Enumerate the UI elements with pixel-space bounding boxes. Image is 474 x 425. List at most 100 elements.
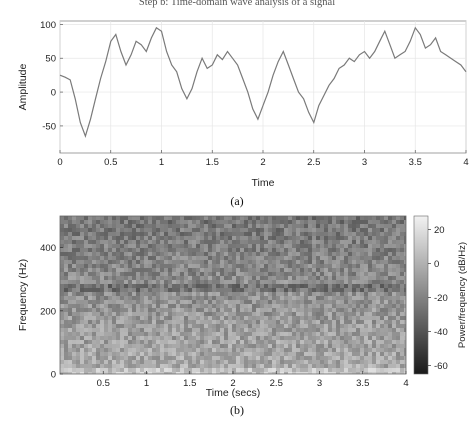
spectrogram-cell [164, 220, 168, 224]
spectrogram-cell [368, 236, 372, 240]
spectrogram-cell [260, 372, 264, 374]
spectrogram-cell [124, 276, 128, 280]
spectrogram-cell [220, 308, 224, 312]
spectrogram-cell [312, 344, 316, 348]
spectrogram-cell [64, 352, 68, 356]
spectrogram-cell [120, 272, 124, 276]
spectrogram-cell [228, 236, 232, 240]
spectrogram-cell [376, 364, 380, 368]
spectrogram-cell [132, 352, 136, 356]
spectrogram-cell [392, 280, 396, 284]
spectrogram-cell [404, 256, 406, 260]
spectrogram-cell [192, 356, 196, 360]
spectrogram-cell [92, 352, 96, 356]
spectrogram-cell [376, 344, 380, 348]
spectrogram-cell [388, 224, 392, 228]
spectrogram-cell [392, 324, 396, 328]
x-tick-label: 1 [159, 157, 164, 168]
spectrogram-cell [260, 240, 264, 244]
spectrogram-cell [196, 364, 200, 368]
spectrogram-cell [324, 292, 328, 296]
spectrogram-cell [96, 268, 100, 272]
spectrogram-cell [364, 368, 368, 372]
spectrogram-cell [136, 272, 140, 276]
spectrogram-cell [400, 272, 404, 276]
spectrogram-cell [388, 356, 392, 360]
spectrogram-cell [72, 304, 76, 308]
spectrogram-cell [404, 260, 406, 264]
spectrogram-cell [168, 356, 172, 360]
spectrogram-cell [204, 228, 208, 232]
spectrogram-cell [400, 324, 404, 328]
spectrogram-cell [80, 284, 84, 288]
spectrogram-cell [164, 268, 168, 272]
spectrogram-cell [288, 328, 292, 332]
spectrogram-cell [80, 332, 84, 336]
spectrogram-cell [132, 216, 136, 220]
spectrogram-cell [176, 244, 180, 248]
spectrogram-cell [252, 288, 256, 292]
spectrogram-cell [296, 280, 300, 284]
spectrogram-cell [308, 332, 312, 336]
spectrogram-cell [208, 364, 212, 368]
spectrogram-cell [272, 236, 276, 240]
spectrogram-cell [268, 300, 272, 304]
spectrogram-cell [284, 244, 288, 248]
spectrogram-cell [280, 236, 284, 240]
spectrogram-cell [128, 232, 132, 236]
spectrogram-cell [60, 308, 64, 312]
spectrogram-cell [264, 328, 268, 332]
spectrogram-cell [228, 360, 232, 364]
spectrogram-cell [320, 240, 324, 244]
spectrogram-cell [160, 340, 164, 344]
spectrogram-cell [96, 304, 100, 308]
spectrogram-cell [300, 276, 304, 280]
spectrogram-cell [340, 344, 344, 348]
spectrogram-cell [100, 232, 104, 236]
spectrogram-cell [148, 368, 152, 372]
spectrogram-cell [376, 304, 380, 308]
spectrogram-cell [204, 368, 208, 372]
spectrogram-cell [352, 228, 356, 232]
spectrogram-cell [188, 284, 192, 288]
spectrogram-cell [312, 248, 316, 252]
spectrogram-cell [84, 316, 88, 320]
spectrogram-cell [340, 364, 344, 368]
spectrogram-cell [180, 244, 184, 248]
spectrogram-cell [276, 228, 280, 232]
spectrogram-cell [68, 284, 72, 288]
spectrogram-cell [64, 304, 68, 308]
spectrogram-cell [104, 216, 108, 220]
spectrogram-cell [280, 260, 284, 264]
spectrogram-cell [364, 264, 368, 268]
spectrogram-cell [204, 288, 208, 292]
spectrogram-cell [148, 264, 152, 268]
spectrogram-cell [340, 324, 344, 328]
spectrogram-cell [376, 280, 380, 284]
spectrogram-cell [296, 332, 300, 336]
spectrogram-cell [396, 256, 400, 260]
spectrogram-cell [336, 312, 340, 316]
spectrogram-cell [204, 344, 208, 348]
spectrogram-cell [368, 252, 372, 256]
spectrogram-cell [304, 260, 308, 264]
spectrogram-cell [352, 364, 356, 368]
spectrogram-cell [380, 312, 384, 316]
spectrogram-cell [316, 336, 320, 340]
spectrogram-cell [260, 236, 264, 240]
spectrogram-cell [64, 308, 68, 312]
spectrogram-cell [148, 304, 152, 308]
spectrogram-cell [120, 356, 124, 360]
x-tick-label: 0.5 [104, 157, 117, 168]
spectrogram-cell [144, 364, 148, 368]
spectrogram-cell [360, 240, 364, 244]
spectrogram-cell [96, 360, 100, 364]
spectrogram-cell [336, 320, 340, 324]
spectrogram-cell [212, 260, 216, 264]
spectrogram-cell [192, 328, 196, 332]
spectrogram-cell [160, 352, 164, 356]
spectrogram-cell [176, 232, 180, 236]
spectrogram-cell [228, 240, 232, 244]
spectrogram-cell [360, 364, 364, 368]
